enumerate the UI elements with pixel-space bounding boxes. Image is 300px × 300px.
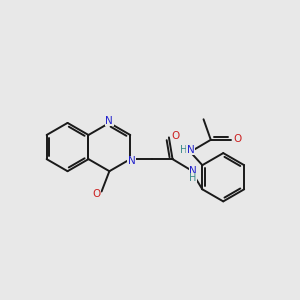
Text: O: O <box>233 134 241 144</box>
Text: N: N <box>189 167 197 176</box>
Text: N: N <box>128 157 135 166</box>
Text: O: O <box>171 131 179 141</box>
Text: N: N <box>106 116 113 126</box>
Text: N: N <box>187 145 195 154</box>
Text: H: H <box>189 173 197 183</box>
Text: H: H <box>180 145 188 154</box>
Text: O: O <box>92 189 100 199</box>
